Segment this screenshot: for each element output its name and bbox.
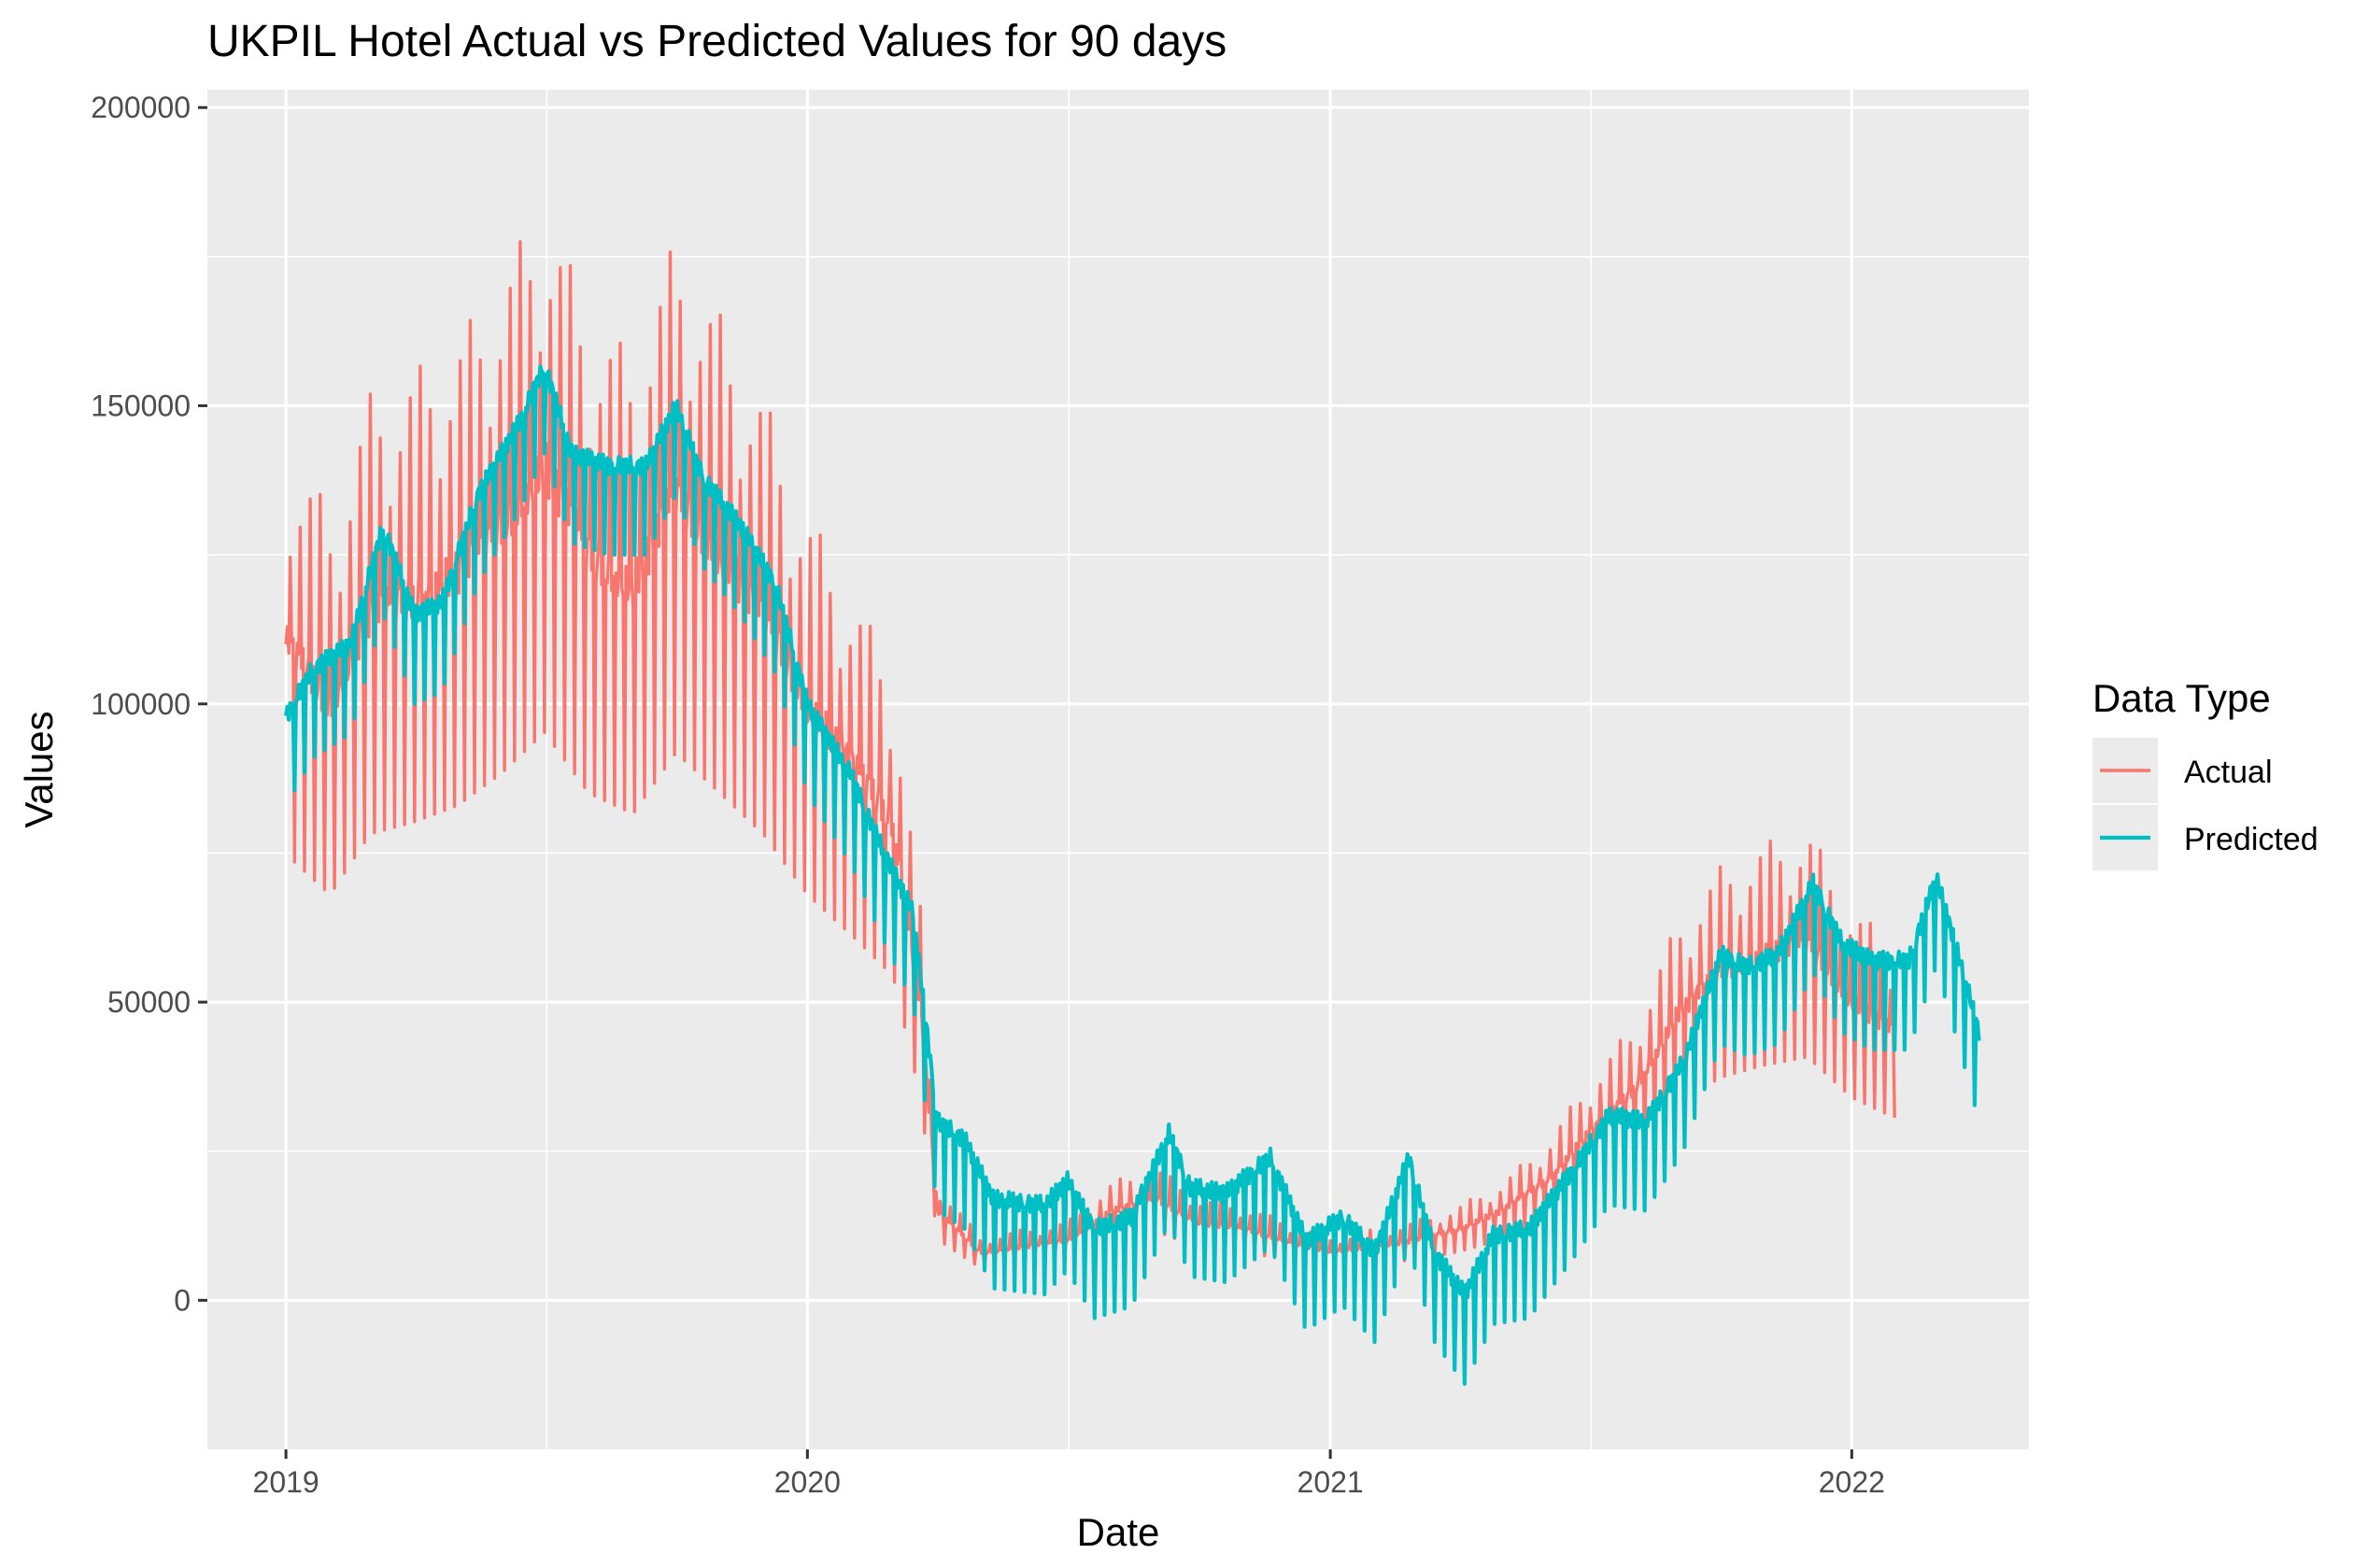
series-line-predicted bbox=[284, 364, 1981, 1386]
legend-label-actual: Actual bbox=[2184, 755, 2273, 790]
major-gridlines bbox=[207, 90, 2029, 1449]
x-tick-label: 2021 bbox=[1298, 1465, 1364, 1499]
legend-label-predicted: Predicted bbox=[2184, 822, 2319, 857]
x-tick-label: 2020 bbox=[774, 1465, 841, 1499]
y-tick-label: 100000 bbox=[91, 687, 191, 721]
x-axis-title: Date bbox=[1077, 1510, 1160, 1554]
y-tick-label: 150000 bbox=[91, 388, 191, 422]
series-predicted bbox=[284, 364, 1981, 1386]
x-tick-label: 2019 bbox=[253, 1465, 319, 1499]
plot-panel bbox=[207, 90, 2029, 1449]
legend-entry-predicted: Predicted bbox=[2092, 805, 2319, 870]
y-tick-label: 50000 bbox=[107, 985, 191, 1019]
minor-gridlines bbox=[207, 90, 2029, 1449]
x-tick-label: 2022 bbox=[1819, 1465, 1885, 1499]
y-tick-label: 0 bbox=[174, 1283, 191, 1317]
y-axis-title: Values bbox=[17, 711, 61, 827]
x-axis: 2019 2020 2021 2022 bbox=[253, 1449, 1885, 1499]
legend-title: Data Type bbox=[2092, 676, 2271, 720]
legend: Data Type Actual Predicted bbox=[2092, 676, 2319, 870]
chart-title: UKPIL Hotel Actual vs Predicted Values f… bbox=[207, 17, 1227, 66]
legend-entry-actual: Actual bbox=[2092, 738, 2273, 803]
y-axis: 0 50000 100000 150000 200000 bbox=[91, 91, 207, 1317]
y-tick-label: 200000 bbox=[91, 91, 191, 124]
